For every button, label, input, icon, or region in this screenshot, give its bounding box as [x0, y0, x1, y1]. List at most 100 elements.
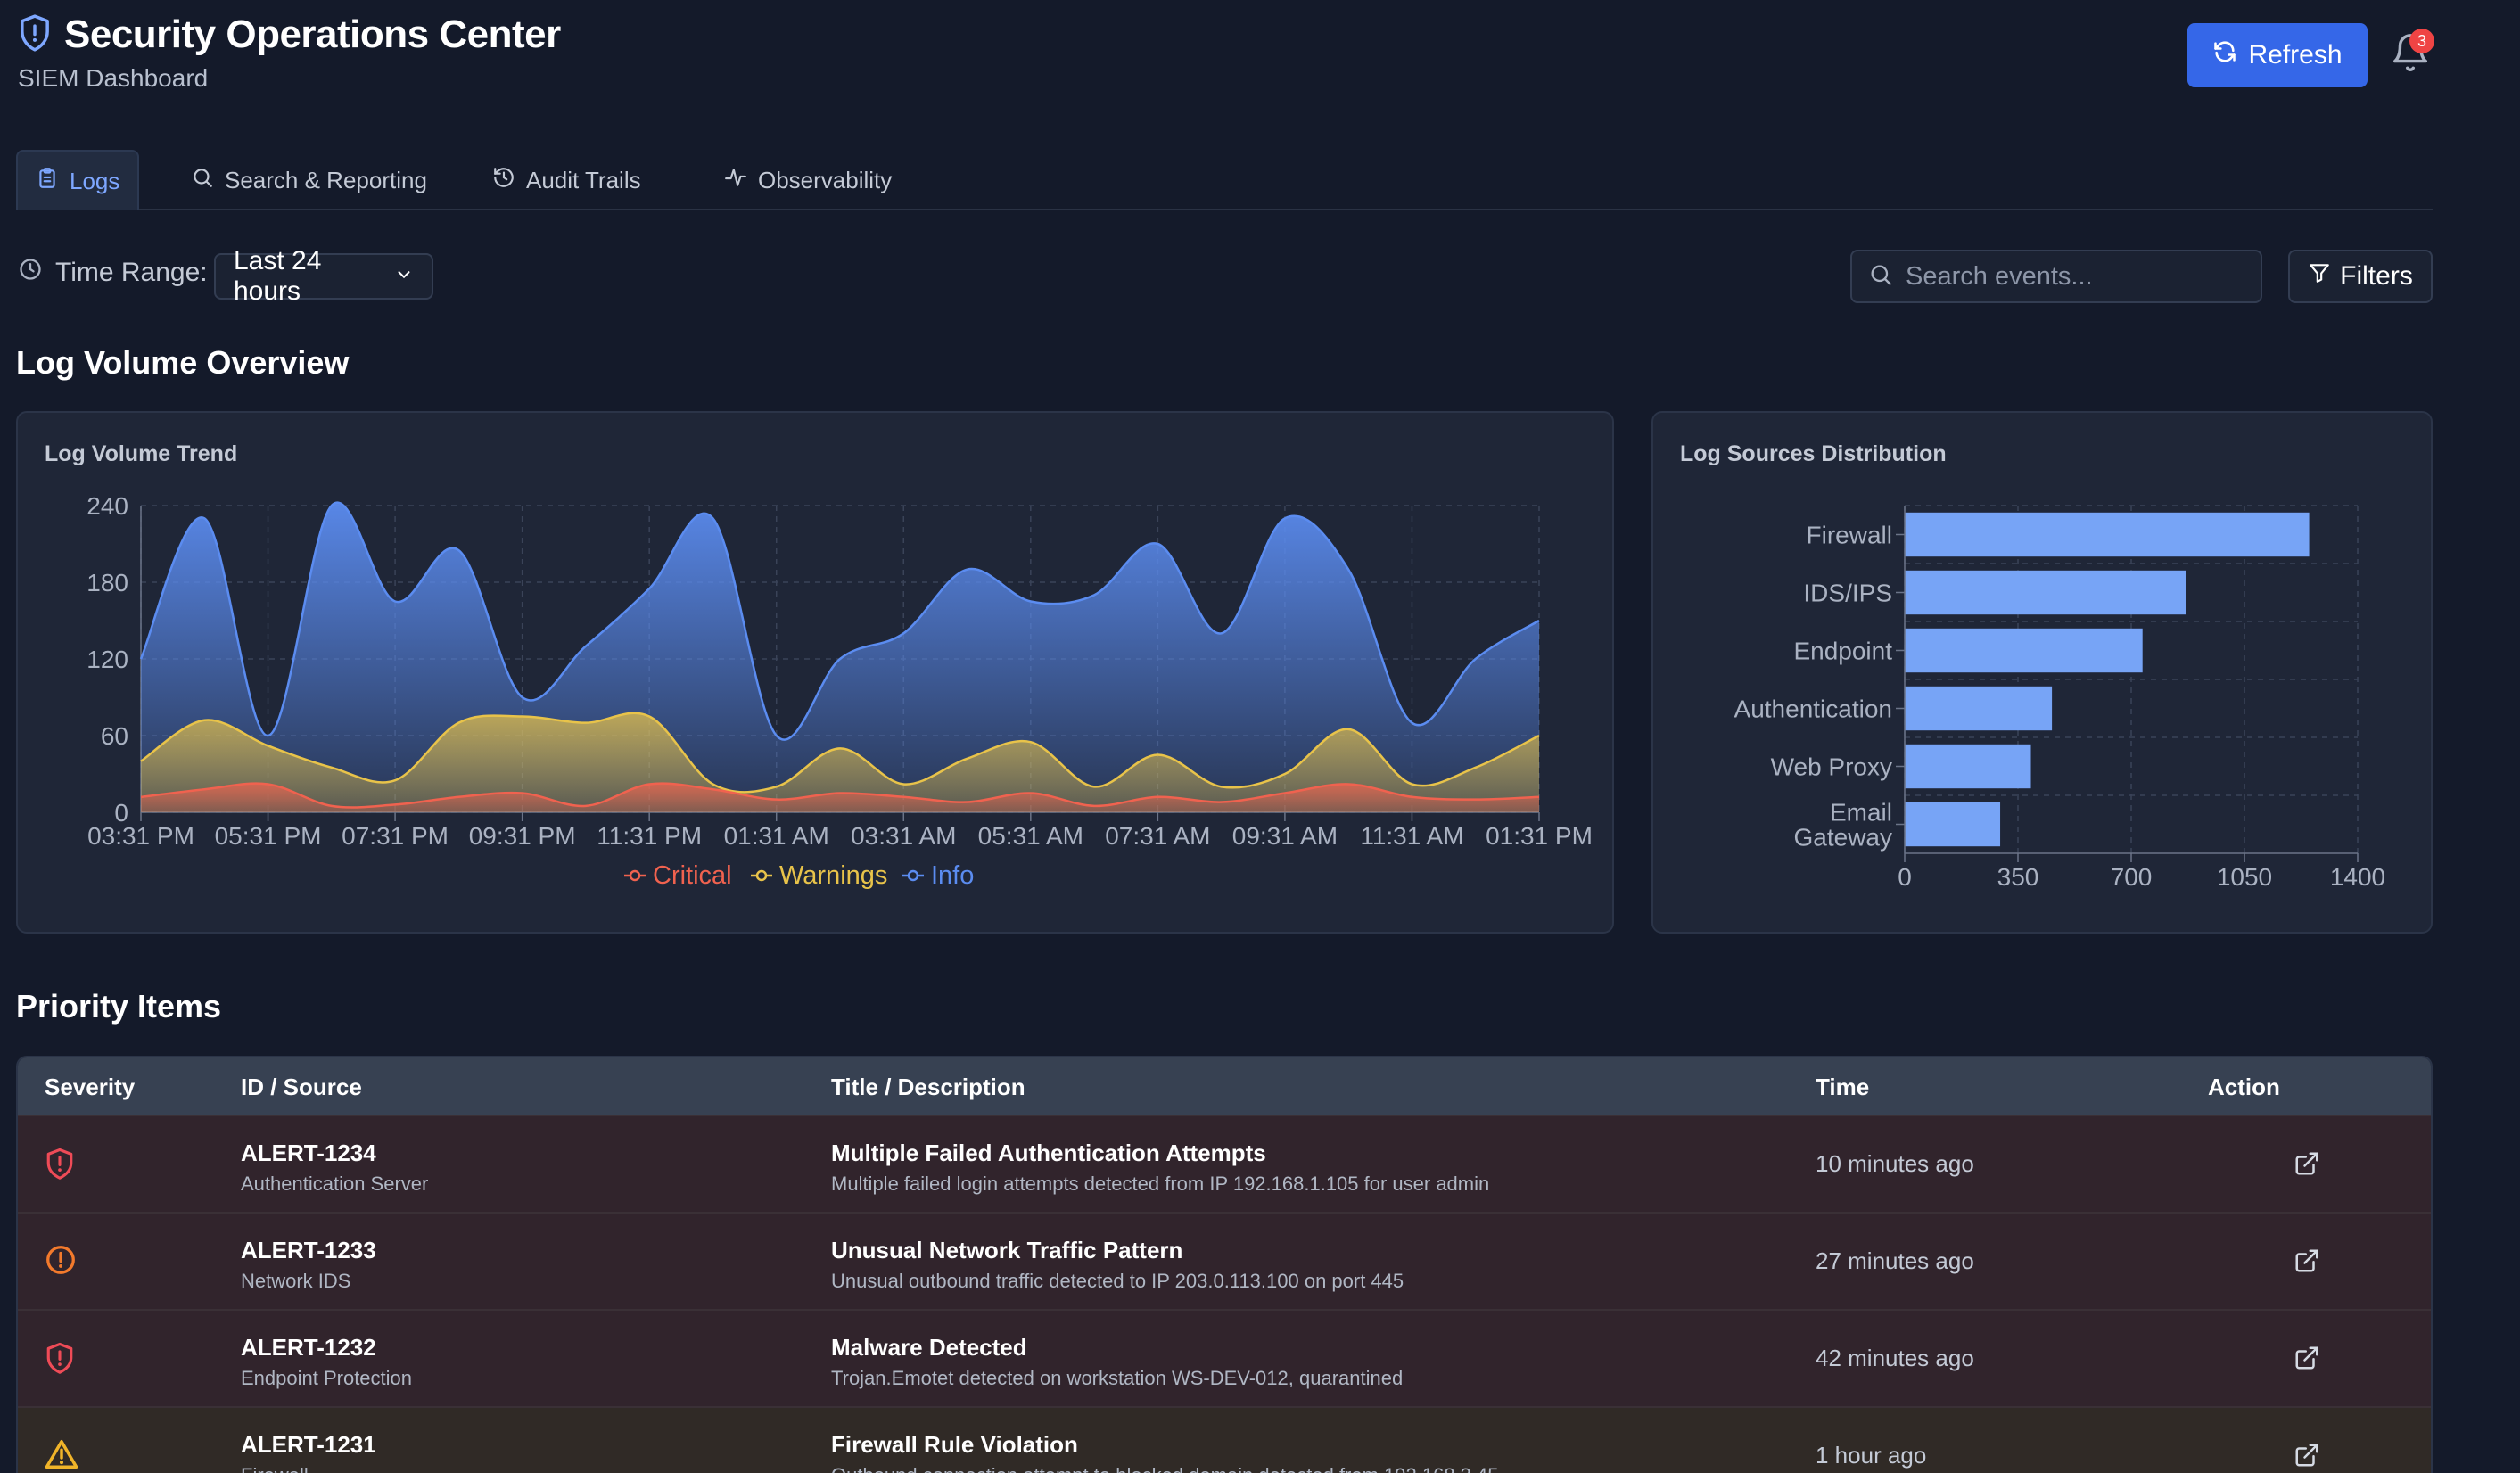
alert-source: Endpoint Protection — [241, 1367, 413, 1389]
notifications-button[interactable]: 3 — [2390, 29, 2434, 77]
log-sources-chart: 0 350 700 1050 1400 Firewall IDS/IPS Endpoint Au… — [1734, 505, 2385, 891]
table-row[interactable]: ALERT-1234 Authentication Server Multipl… — [18, 1115, 2431, 1212]
external-link-icon[interactable] — [2294, 1345, 2320, 1376]
y-tick-label: Web Proxy — [1771, 753, 1892, 781]
bell-icon — [2390, 34, 2431, 77]
x-tick-label: 1400 — [2330, 863, 2385, 891]
bar-endpoint — [1905, 628, 2143, 673]
tab-search-reporting[interactable]: Search & Reporting — [173, 150, 445, 210]
alert-circle-icon — [45, 1244, 77, 1280]
page-title: Security Operations Center — [64, 12, 561, 56]
tab-bar: Logs Search & Reporting Audit Trails Obs… — [16, 150, 2433, 210]
refresh-button[interactable]: Refresh — [2187, 23, 2368, 87]
alert-id: ALERT-1233 — [241, 1237, 376, 1263]
shield-icon — [18, 13, 52, 57]
id-source-cell: ALERT-1231 Firewall — [241, 1431, 376, 1473]
bar-ids-ips — [1905, 570, 2186, 615]
alert-time: 10 minutes ago — [1816, 1150, 1974, 1177]
tab-label: Audit Trails — [526, 166, 641, 193]
legend-marker-dot — [629, 869, 641, 882]
x-tick-label: 03:31 AM — [851, 822, 956, 850]
filters-label: Filters — [2340, 261, 2413, 291]
x-tick-label: 07:31 AM — [1105, 822, 1210, 850]
alert-description: Unusual outbound traffic detected to IP … — [831, 1270, 1404, 1292]
title-description-cell: Malware Detected Trojan.Emotet detected … — [831, 1334, 1403, 1390]
chart-title: Log Volume Trend — [45, 441, 238, 466]
alert-title: Unusual Network Traffic Pattern — [831, 1237, 1183, 1263]
info-line — [139, 501, 1540, 741]
id-source-cell: ALERT-1234 Authentication Server — [241, 1140, 428, 1196]
table-header: Severity ID / Source Title / Description… — [18, 1057, 2431, 1115]
filter-icon — [2308, 261, 2331, 292]
legend-label: Critical — [653, 861, 732, 890]
x-tick-label: 07:31 PM — [342, 822, 449, 850]
bar-web-proxy — [1905, 744, 2031, 789]
log-volume-trend-chart: 0 60 120 180 240 03:31 PM 05:31 PM 07:31 PM 09:3… — [86, 492, 1593, 890]
search-events-field[interactable] — [1850, 250, 2262, 303]
col-title: Title / Description — [831, 1074, 1025, 1100]
y-tick-label: 120 — [86, 646, 128, 673]
tab-label: Logs — [70, 167, 120, 194]
alert-id: ALERT-1232 — [241, 1334, 376, 1361]
table-row[interactable]: ALERT-1232 Endpoint Protection Malware D… — [18, 1309, 2431, 1406]
id-source-cell: ALERT-1232 Endpoint Protection — [241, 1334, 412, 1390]
shield-alert-icon — [45, 1147, 75, 1185]
tab-label: Search & Reporting — [225, 166, 427, 193]
alert-id: ALERT-1234 — [241, 1140, 376, 1166]
tab-logs[interactable]: Logs — [16, 150, 140, 210]
y-tick-label: Firewall — [1807, 522, 1892, 549]
alert-time: 1 hour ago — [1816, 1442, 1927, 1469]
external-link-icon[interactable] — [2294, 1247, 2320, 1279]
time-range-select[interactable]: Last 24 hours — [214, 246, 433, 306]
alert-source: Firewall — [241, 1464, 376, 1473]
x-tick-label: 09:31 AM — [1232, 822, 1338, 850]
alert-description: Multiple failed login attempts detected … — [831, 1173, 1490, 1195]
notification-badge: 3 — [2409, 29, 2434, 53]
title-description-cell: Firewall Rule Violation Outbound connect… — [831, 1431, 1499, 1473]
log-sources-card: Log Sources Distribution 0 350 700 1050 1400… — [1651, 411, 2433, 934]
x-tick-label: 350 — [1997, 863, 2039, 891]
y-tick-label: 0 — [114, 799, 128, 827]
alert-description: Trojan.Emotet detected on workstation WS… — [831, 1367, 1404, 1389]
log-volume-trend-card: Log Volume Trend 0 60 120 180 240 03:31 PM 05:… — [16, 411, 1614, 934]
col-id-source: ID / Source — [241, 1074, 362, 1100]
activity-icon — [724, 166, 747, 195]
y-tick-label: IDS/IPS — [1803, 580, 1892, 607]
bar-email-gateway — [1905, 802, 2001, 847]
app-header: Security Operations Center — [18, 12, 561, 57]
title-description-cell: Unusual Network Traffic Pattern Unusual … — [831, 1237, 1404, 1293]
alert-title: Firewall Rule Violation — [831, 1431, 1078, 1458]
y-tick-label: Email Gateway — [1794, 799, 1893, 852]
external-link-icon[interactable] — [2294, 1150, 2320, 1181]
warnings-line — [140, 712, 1540, 794]
clipboard-icon — [36, 167, 59, 196]
overview-section-title: Log Volume Overview — [16, 344, 350, 381]
table-row[interactable]: ALERT-1233 Network IDS Unusual Network T… — [18, 1212, 2431, 1309]
x-tick-label: 1050 — [2217, 863, 2272, 891]
priority-table: Severity ID / Source Title / Description… — [16, 1056, 2433, 1473]
search-icon — [191, 166, 214, 195]
warning-triangle-icon — [45, 1438, 78, 1473]
y-tick-label: 240 — [86, 492, 128, 520]
x-tick-label: 03:31 PM — [87, 822, 194, 850]
x-tick-label: 0 — [1898, 863, 1912, 891]
tab-observability[interactable]: Observability — [706, 150, 910, 210]
tab-label: Observability — [758, 166, 893, 193]
time-range-value: Last 24 hours — [234, 246, 322, 306]
y-tick-label: Authentication — [1734, 695, 1892, 723]
clock-icon — [18, 257, 43, 289]
alert-source: Network IDS — [241, 1270, 351, 1292]
legend-marker-dot — [907, 869, 919, 882]
alert-title: Multiple Failed Authentication Attempts — [831, 1140, 1266, 1166]
x-tick-label: 05:31 PM — [215, 822, 322, 850]
filters-button[interactable]: Filters — [2288, 250, 2433, 303]
y-tick-label: 180 — [86, 569, 128, 597]
tab-audit-trails[interactable]: Audit Trails — [474, 150, 659, 210]
external-link-icon[interactable] — [2294, 1442, 2320, 1473]
chevron-down-icon — [394, 261, 414, 292]
time-range-label: Time Range: — [18, 257, 208, 289]
id-source-cell: ALERT-1233 Network IDS — [241, 1237, 376, 1293]
priority-section-title: Priority Items — [16, 988, 222, 1025]
search-input[interactable] — [1906, 261, 2244, 292]
table-row[interactable]: ALERT-1231 Firewall Firewall Rule Violat… — [18, 1406, 2431, 1473]
